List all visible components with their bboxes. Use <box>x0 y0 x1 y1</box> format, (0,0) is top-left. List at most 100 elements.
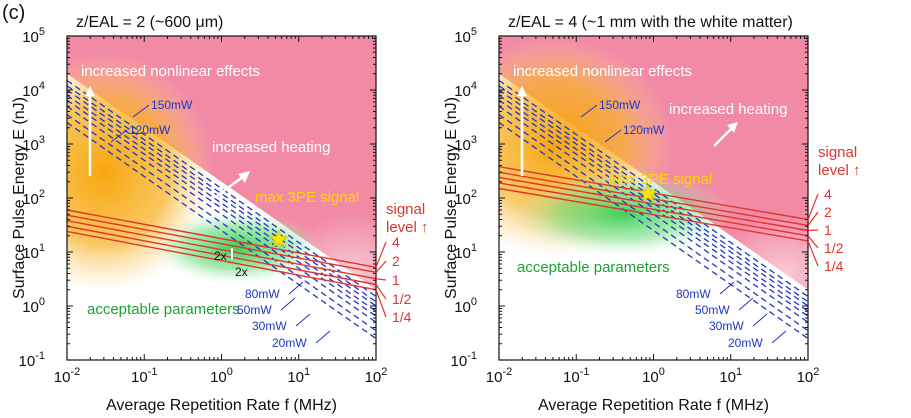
signal-leader <box>375 289 387 318</box>
power-label: 150mW <box>151 98 193 112</box>
power-label: 20mW <box>728 336 763 350</box>
heating-annotation: increased heating <box>669 101 787 118</box>
heating-arrow <box>216 174 245 198</box>
signal-line-2 <box>67 214 376 274</box>
power-label: 30mW <box>709 319 744 333</box>
signal-leader <box>807 193 819 220</box>
x-tick-label: 102 <box>365 366 388 386</box>
tick-marks <box>498 35 809 361</box>
power-line-1 <box>67 79 376 298</box>
tick-marks <box>66 35 377 361</box>
power-label: 120mW <box>623 123 665 137</box>
power-label-leader <box>719 281 735 295</box>
y-tick-label: 10-1 <box>19 350 45 370</box>
power-line-4 <box>499 94 808 312</box>
signal-level-label: 1/4 <box>392 309 412 325</box>
signal-level-heading: signal <box>818 144 857 161</box>
x-tick-label: 100 <box>210 366 233 386</box>
x-tick-label: 101 <box>287 366 310 386</box>
power-line-7 <box>499 114 808 332</box>
acceptable-annotation: acceptable parameters <box>87 301 240 318</box>
power-line-6 <box>67 105 376 323</box>
signal-level-heading-2: level ↑ <box>818 162 861 179</box>
power-label-leader <box>771 330 787 344</box>
y-axis-label: Surface Pulse Energy E (nJ) <box>11 97 28 299</box>
plot-area <box>67 36 376 360</box>
factor-label-a: 2x <box>214 249 227 263</box>
power-label: 120mW <box>129 123 171 137</box>
heating-arrow <box>713 126 734 147</box>
signal-leader <box>807 229 819 232</box>
max3pe-annotation: max 3PE signal <box>255 189 359 206</box>
signal-level-label: 1/2 <box>392 291 412 307</box>
power-line-8 <box>67 121 376 340</box>
power-line-5 <box>499 99 808 317</box>
x-tick-label: 100 <box>642 366 665 386</box>
x-tick-label: 101 <box>719 366 742 386</box>
power-label-leader <box>295 313 311 327</box>
signal-level-label: 1 <box>392 272 400 288</box>
power-label: 50mW <box>237 303 272 317</box>
signal-level-label: 4 <box>392 234 400 250</box>
heating-arrowhead <box>727 122 738 133</box>
chart-panel-2: 10-2 10-1 100 101 10210-1100101102103104105z… <box>443 14 861 414</box>
factor-label-b: 2x <box>235 265 248 279</box>
signal-leader <box>807 211 819 226</box>
signal-level-label: 1 <box>824 222 832 238</box>
panel-label: (c) <box>2 2 26 24</box>
power-label-leader <box>288 281 304 295</box>
signal-level-heading: signal <box>386 201 425 218</box>
signal-line-4 <box>67 225 376 286</box>
signal-line-3 <box>499 176 808 232</box>
signal-line-2 <box>499 171 808 227</box>
max3pe-annotation: max 3PE signal <box>608 171 712 188</box>
power-label: 30mW <box>252 319 287 333</box>
signal-level-heading-2: level ↑ <box>386 219 429 236</box>
power-label-leader <box>580 104 598 118</box>
power-label: 150mW <box>599 98 641 112</box>
signal-level-label: 1/2 <box>824 240 844 256</box>
power-line-3 <box>499 89 808 307</box>
signal-leader <box>807 235 819 249</box>
y-axis-label: Surface Pulse Energy E (nJ) <box>443 97 460 299</box>
x-tick-label: 10-2 <box>486 366 512 386</box>
signal-leader <box>375 278 387 281</box>
x-tick-label: 102 <box>797 366 820 386</box>
x-tick-label: 10-2 <box>54 366 80 386</box>
y-tick-label: 105 <box>22 26 45 46</box>
y-tick-label: 104 <box>454 80 477 100</box>
signal-leader <box>807 240 819 267</box>
power-line-2 <box>67 85 376 303</box>
power-line-8 <box>499 121 808 340</box>
nonlinear-arrowhead <box>517 86 527 96</box>
annotations: increased nonlinear effects increased hea… <box>513 63 787 276</box>
acceptable-annotation: acceptable parameters <box>517 259 670 276</box>
power-line-3 <box>67 89 376 307</box>
power-labels: 150mW 120mW 80mW 50mW 30mW 20mW <box>580 98 787 350</box>
power-label-leader <box>738 297 754 311</box>
x-tick-label: 10-1 <box>131 366 157 386</box>
signal-line-1 <box>67 209 376 269</box>
signal-level-label: 2 <box>392 253 400 269</box>
max-signal-star <box>638 183 658 202</box>
nonlinear-annotation: increased nonlinear effects <box>513 63 692 80</box>
power-label-leader <box>110 129 128 143</box>
power-line-1 <box>499 79 808 298</box>
power-label-leader <box>315 330 331 344</box>
max-signal-star <box>269 229 289 248</box>
signal-line-4 <box>499 182 808 237</box>
acceptable-region <box>512 172 733 257</box>
power-line-7 <box>67 114 376 332</box>
power-line-6 <box>499 105 808 323</box>
y-tick-label: 104 <box>22 80 45 100</box>
power-label-leader <box>752 313 768 327</box>
power-label-leader <box>132 104 150 118</box>
signal-line-5 <box>67 230 376 291</box>
signal-level-label: 1/4 <box>824 258 844 274</box>
x-tick-label: 10-1 <box>563 366 589 386</box>
signal-leader <box>375 260 387 273</box>
x-axis-label: Average Repetition Rate f (MHz) <box>538 397 769 414</box>
